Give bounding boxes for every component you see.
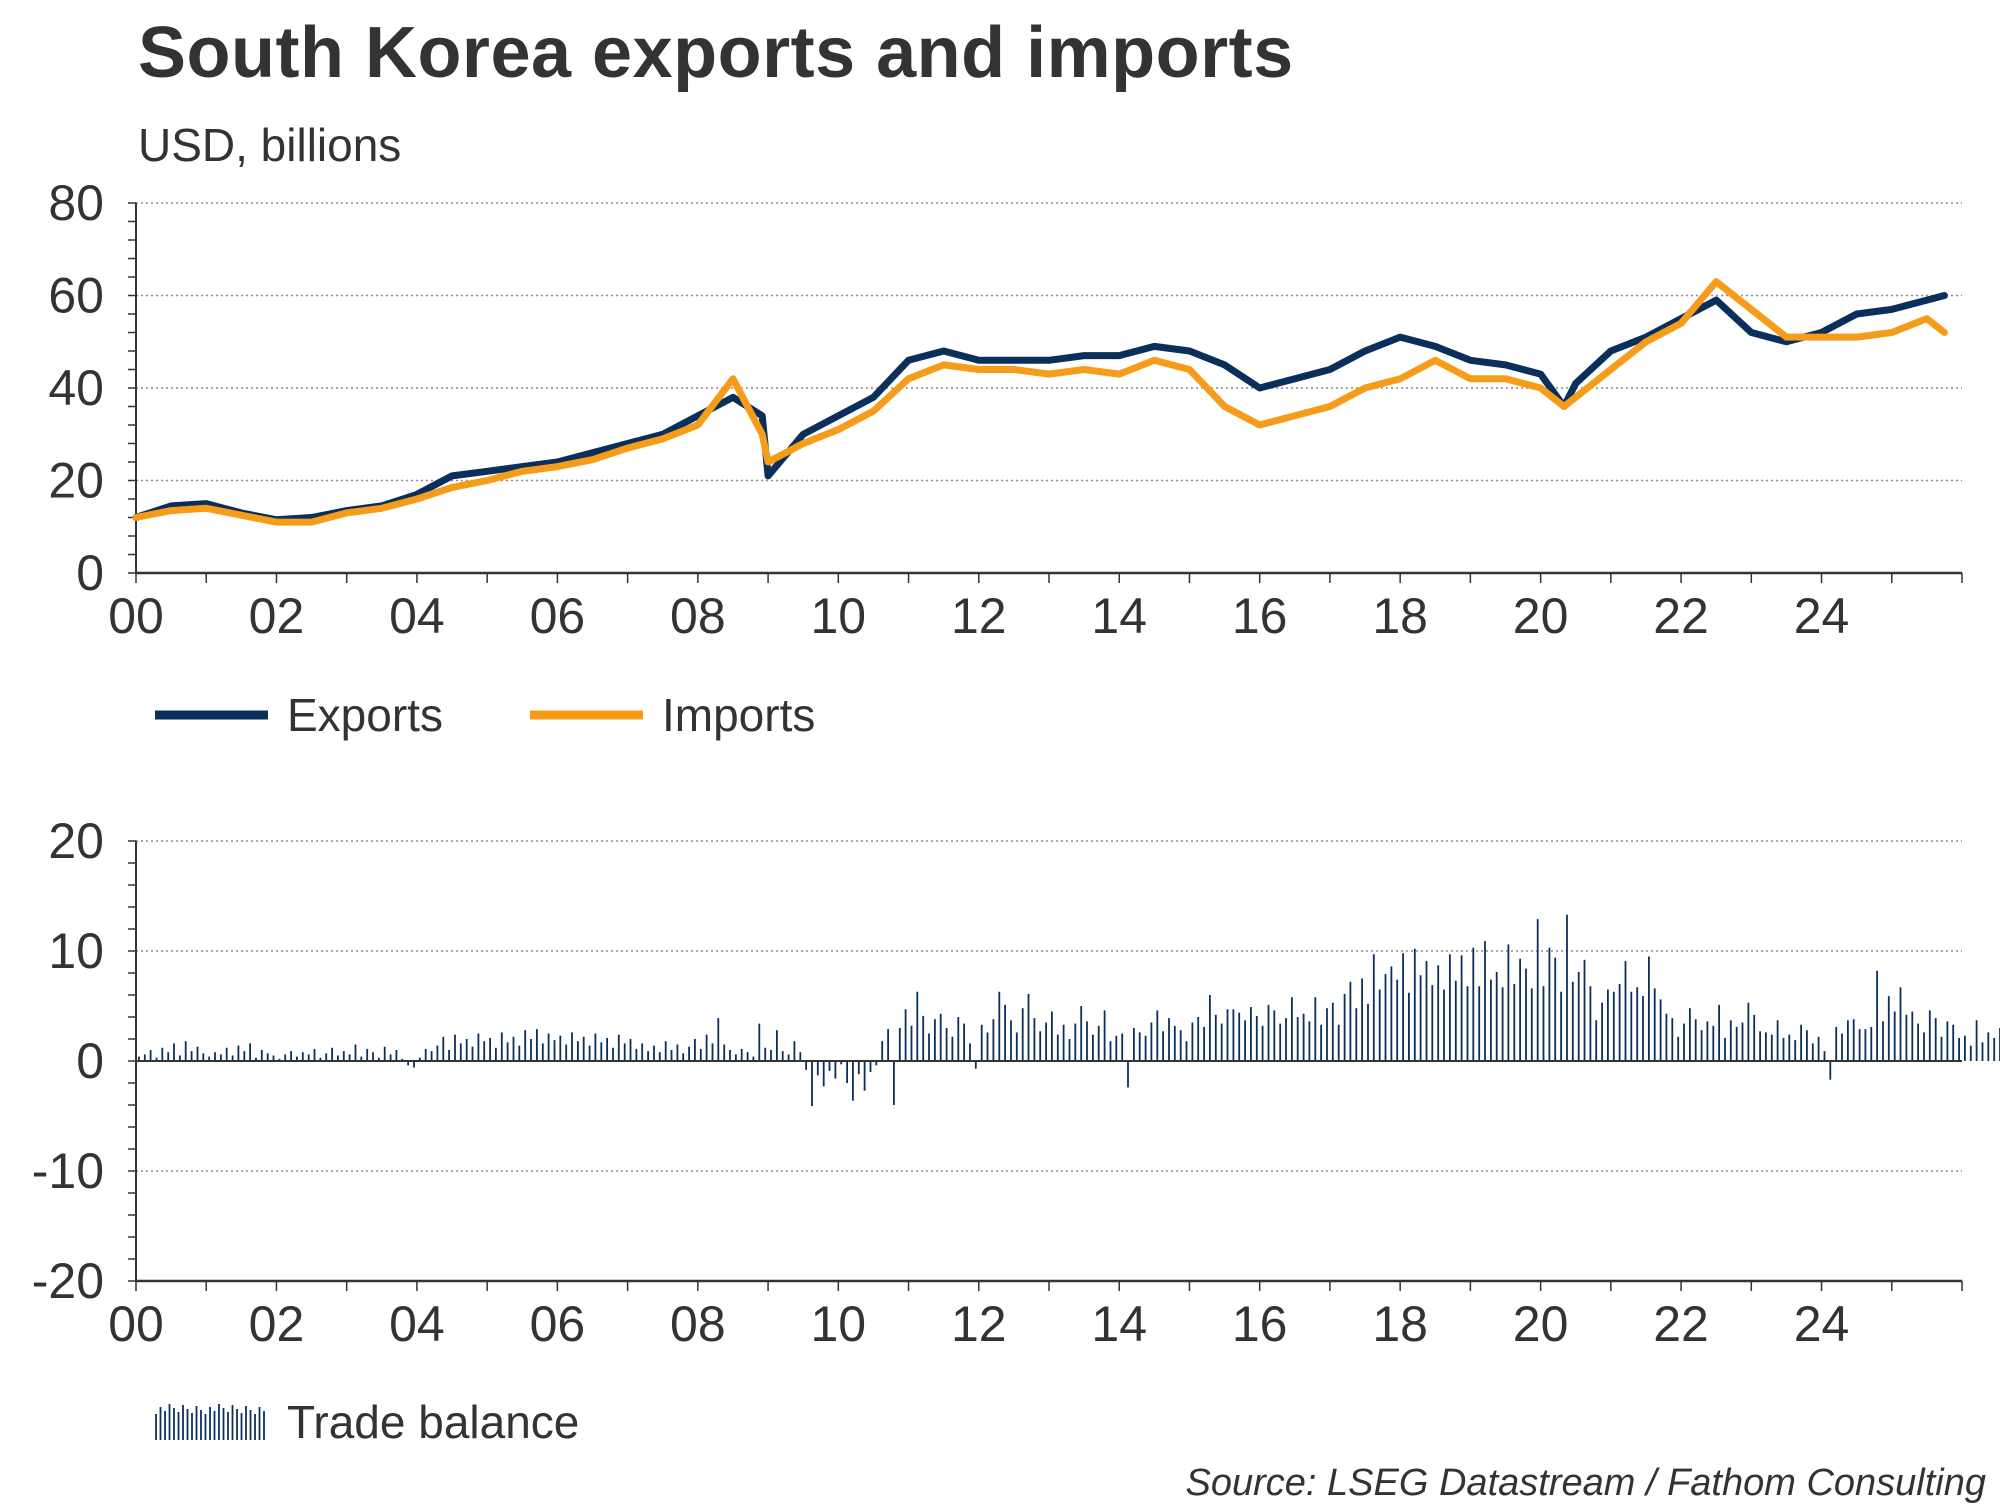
bottom-y-tick-label: -20: [32, 1253, 104, 1309]
bottom-x-tick-label: 12: [951, 1296, 1007, 1352]
bottom-x-tick-label: 16: [1232, 1296, 1288, 1352]
top-y-tick-labels: 0 20 40 60 80: [48, 175, 104, 601]
line-chart-panel: 0 20 40 60 80 00 02 04 06 08 10 12 14 16 18 20 22 24: [48, 175, 1963, 644]
top-x-tick-label: 04: [389, 588, 445, 644]
bottom-y-tick-label: -10: [32, 1143, 104, 1199]
bottom-x-tick-label: 20: [1513, 1296, 1569, 1352]
top-x-tick-label: 10: [810, 588, 866, 644]
bottom-gridlines: [136, 840, 1962, 1172]
line-chart-legend: Exports Imports: [155, 689, 815, 741]
bottom-y-tick-label: 0: [76, 1033, 104, 1089]
top-x-tick-label: 22: [1653, 588, 1709, 644]
top-axes: [128, 202, 1963, 583]
legend-trade-balance-swatch: [155, 1404, 265, 1440]
top-x-tick-label: 00: [108, 588, 164, 644]
top-x-tick-label: 18: [1372, 588, 1428, 644]
bottom-x-tick-label: 06: [530, 1296, 586, 1352]
bottom-x-tick-label: 04: [389, 1296, 445, 1352]
top-y-tick-label: 40: [48, 360, 104, 416]
top-x-tick-label: 20: [1513, 588, 1569, 644]
top-x-tick-label: 16: [1232, 588, 1288, 644]
bottom-x-tick-label: 02: [249, 1296, 305, 1352]
bottom-x-tick-label: 10: [810, 1296, 866, 1352]
bottom-y-tick-labels: -20 -10 0 10 20: [32, 813, 104, 1309]
bar-chart-legend: Trade balance: [155, 1396, 579, 1448]
legend-trade-balance-label: Trade balance: [287, 1396, 579, 1448]
top-x-tick-label: 08: [670, 588, 726, 644]
top-y-tick-label: 60: [48, 268, 104, 324]
bar-chart-panel: -20 -10 0 10 20 00 02 04 06 08 10 12 14 16 18 20 22 24: [32, 813, 2000, 1352]
bottom-x-tick-label: 08: [670, 1296, 726, 1352]
top-y-tick-label: 80: [48, 175, 104, 231]
series-line-imports: [132, 278, 1948, 526]
top-x-tick-label: 14: [1091, 588, 1147, 644]
top-gridlines: [136, 202, 1962, 482]
bottom-x-tick-labels: 00 02 04 06 08 10 12 14 16 18 20 22 24: [108, 1296, 1849, 1352]
bottom-x-tick-label: 14: [1091, 1296, 1147, 1352]
bottom-y-tick-label: 10: [48, 923, 104, 979]
top-x-tick-labels: 00 02 04 06 08 10 12 14 16 18 20 22 24: [108, 588, 1849, 644]
page-title: South Korea exports and imports: [138, 13, 1294, 93]
bottom-x-tick-label: 18: [1372, 1296, 1428, 1352]
bottom-x-tick-label: 00: [108, 1296, 164, 1352]
bottom-x-tick-label: 22: [1653, 1296, 1709, 1352]
top-x-tick-label: 24: [1794, 588, 1850, 644]
legend-imports-label: Imports: [662, 689, 815, 741]
series-line-exports: [132, 292, 1948, 524]
source-note: Source: LSEG Datastream / Fathom Consult…: [1185, 1462, 1986, 1504]
bottom-y-tick-label: 20: [48, 813, 104, 869]
top-y-tick-label: 0: [76, 545, 104, 601]
line-series-group: [132, 278, 1948, 526]
bottom-axes: [128, 840, 1963, 1291]
top-x-tick-label: 06: [530, 588, 586, 644]
bottom-x-tick-label: 24: [1794, 1296, 1850, 1352]
trade-balance-bars: [137, 914, 2000, 1107]
top-x-tick-label: 12: [951, 588, 1007, 644]
top-y-tick-label: 20: [48, 453, 104, 509]
chart-subtitle: USD, billions: [138, 119, 402, 171]
top-x-tick-label: 02: [249, 588, 305, 644]
legend-exports-label: Exports: [287, 689, 443, 741]
